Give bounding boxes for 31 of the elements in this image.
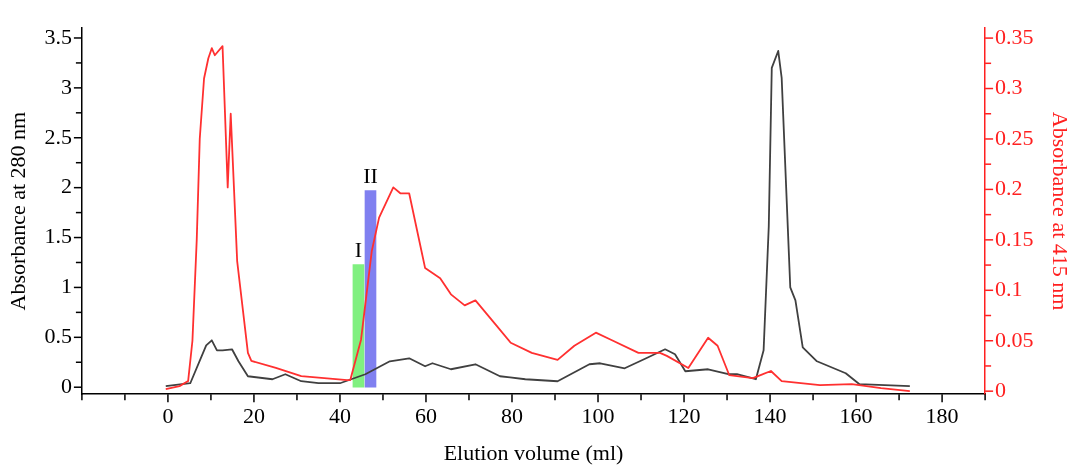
x-tick-label: 120	[667, 403, 701, 429]
x-tick-label: 0	[162, 403, 174, 429]
x-tick-label: 60	[414, 403, 437, 429]
x-tick-label: 140	[753, 403, 787, 429]
y2-tick-label: 0.2	[995, 175, 1023, 201]
y2-tick-label: 0.1	[995, 276, 1023, 302]
y2-tick-label: 0.3	[995, 74, 1023, 100]
series-label: II	[363, 163, 378, 189]
x-tick-label: 160	[839, 403, 873, 429]
x-tick-label: 100	[581, 403, 615, 429]
y-tick-label: 1.5	[44, 223, 72, 249]
series-label: I	[354, 237, 363, 263]
x-axis-title: Elution volume (ml)	[443, 439, 624, 465]
y-tick-label: 2.5	[44, 123, 72, 149]
y2-tick-label: 0.25	[995, 124, 1034, 150]
y-tick-label: 2	[60, 173, 72, 199]
x-tick-label: 80	[501, 403, 523, 429]
y2-axis-title: Absorbance at 415 nm	[1048, 111, 1074, 311]
y2-tick-label: 0	[995, 376, 1007, 402]
x-tick-label: 180	[925, 403, 959, 429]
y2-tick-label: 0.15	[995, 225, 1034, 251]
y-axis-title: Absorbance at 280 nm	[4, 111, 30, 311]
y2-tick-label: 0.35	[995, 23, 1034, 49]
y-tick-label: 0.5	[44, 323, 72, 349]
y2-tick-label: 0.05	[995, 326, 1034, 352]
y-tick-label: 0	[60, 373, 72, 398]
y-tick-label: 3	[60, 73, 72, 99]
x-tick-label: 40	[328, 403, 351, 429]
y-tick-label: 1	[60, 273, 72, 299]
x-tick-label: 20	[242, 403, 265, 429]
y-tick-label: 3.5	[44, 23, 72, 49]
